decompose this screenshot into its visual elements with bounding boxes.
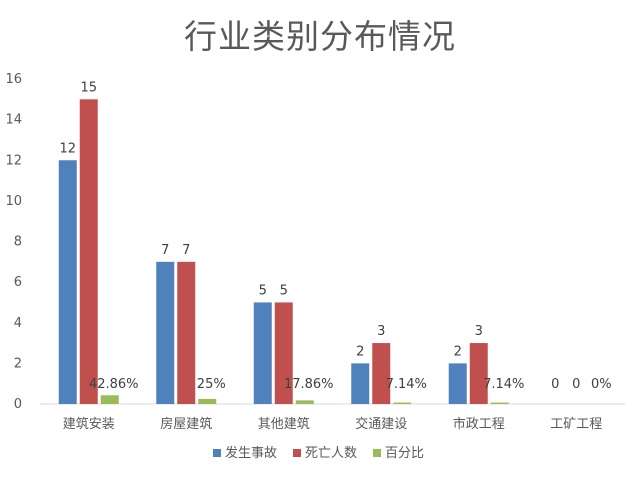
bar bbox=[79, 99, 98, 404]
y-tick-label: 0 bbox=[14, 397, 22, 412]
data-label: 0 bbox=[572, 377, 580, 392]
bar bbox=[100, 395, 119, 404]
data-label: 7 bbox=[182, 243, 190, 258]
chart-title: 行业类别分布情况 bbox=[184, 17, 456, 56]
x-tick-label: 其他建筑 bbox=[258, 416, 310, 432]
bar bbox=[274, 302, 293, 404]
bar bbox=[469, 343, 488, 404]
data-label: 0% bbox=[591, 377, 612, 392]
data-label: 7.14% bbox=[483, 377, 524, 392]
bar bbox=[253, 302, 272, 404]
legend-swatch bbox=[373, 449, 381, 457]
legend-label: 发生事故 bbox=[225, 445, 277, 461]
bar bbox=[448, 363, 467, 404]
data-label: 3 bbox=[377, 324, 385, 339]
bar bbox=[156, 261, 175, 404]
y-tick-label: 4 bbox=[14, 316, 22, 331]
data-label: 3 bbox=[475, 324, 483, 339]
y-tick-label: 6 bbox=[14, 275, 22, 290]
y-tick-label: 10 bbox=[5, 194, 22, 209]
bar bbox=[372, 343, 391, 404]
data-label: 7 bbox=[161, 243, 169, 258]
legend-label: 死亡人数 bbox=[305, 446, 357, 461]
bar bbox=[393, 402, 412, 404]
data-label: 15 bbox=[80, 80, 97, 95]
data-label: 5 bbox=[280, 283, 288, 298]
bar bbox=[295, 400, 314, 404]
data-labels: 12 7 5 2 2 0 15 7 5 3 3 0 42.86% 25% 17.86% 7.14% 7.14% 0… bbox=[59, 80, 611, 392]
y-tick-label: 12 bbox=[5, 153, 22, 168]
data-label: 2 bbox=[356, 344, 364, 359]
legend-swatch bbox=[293, 449, 301, 457]
data-label: 7.14% bbox=[386, 377, 427, 392]
data-label: 2 bbox=[454, 344, 462, 359]
data-label: 0 bbox=[551, 377, 559, 392]
legend-label: 百分比 bbox=[385, 446, 424, 461]
bar bbox=[490, 402, 509, 404]
bars bbox=[58, 99, 509, 404]
bar bbox=[351, 363, 370, 404]
bar bbox=[198, 398, 217, 404]
x-axis: 建筑安装 房屋建筑 其他建筑 交通建设 市政工程 工矿工程 bbox=[40, 403, 625, 432]
data-label: 17.86% bbox=[284, 377, 334, 392]
bar bbox=[58, 160, 77, 404]
x-tick-label: 交通建设 bbox=[355, 416, 407, 432]
y-tick-label: 8 bbox=[14, 235, 22, 250]
x-tick-label: 房屋建筑 bbox=[160, 416, 212, 432]
x-tick-label: 工矿工程 bbox=[550, 417, 602, 432]
data-label: 42.86% bbox=[89, 377, 139, 392]
bar bbox=[177, 261, 196, 404]
legend: 发生事故 死亡人数 百分比 bbox=[213, 445, 424, 461]
y-axis: 0 2 4 6 8 10 12 14 16 bbox=[5, 72, 22, 412]
y-tick-label: 2 bbox=[14, 356, 22, 371]
data-label: 12 bbox=[59, 141, 76, 156]
y-tick-label: 16 bbox=[5, 72, 22, 87]
data-label: 25% bbox=[197, 377, 226, 392]
x-tick-label: 建筑安装 bbox=[63, 416, 115, 432]
x-tick-label: 市政工程 bbox=[453, 416, 505, 432]
y-tick-label: 14 bbox=[5, 113, 22, 128]
data-label: 5 bbox=[259, 283, 267, 298]
legend-swatch bbox=[213, 449, 221, 457]
